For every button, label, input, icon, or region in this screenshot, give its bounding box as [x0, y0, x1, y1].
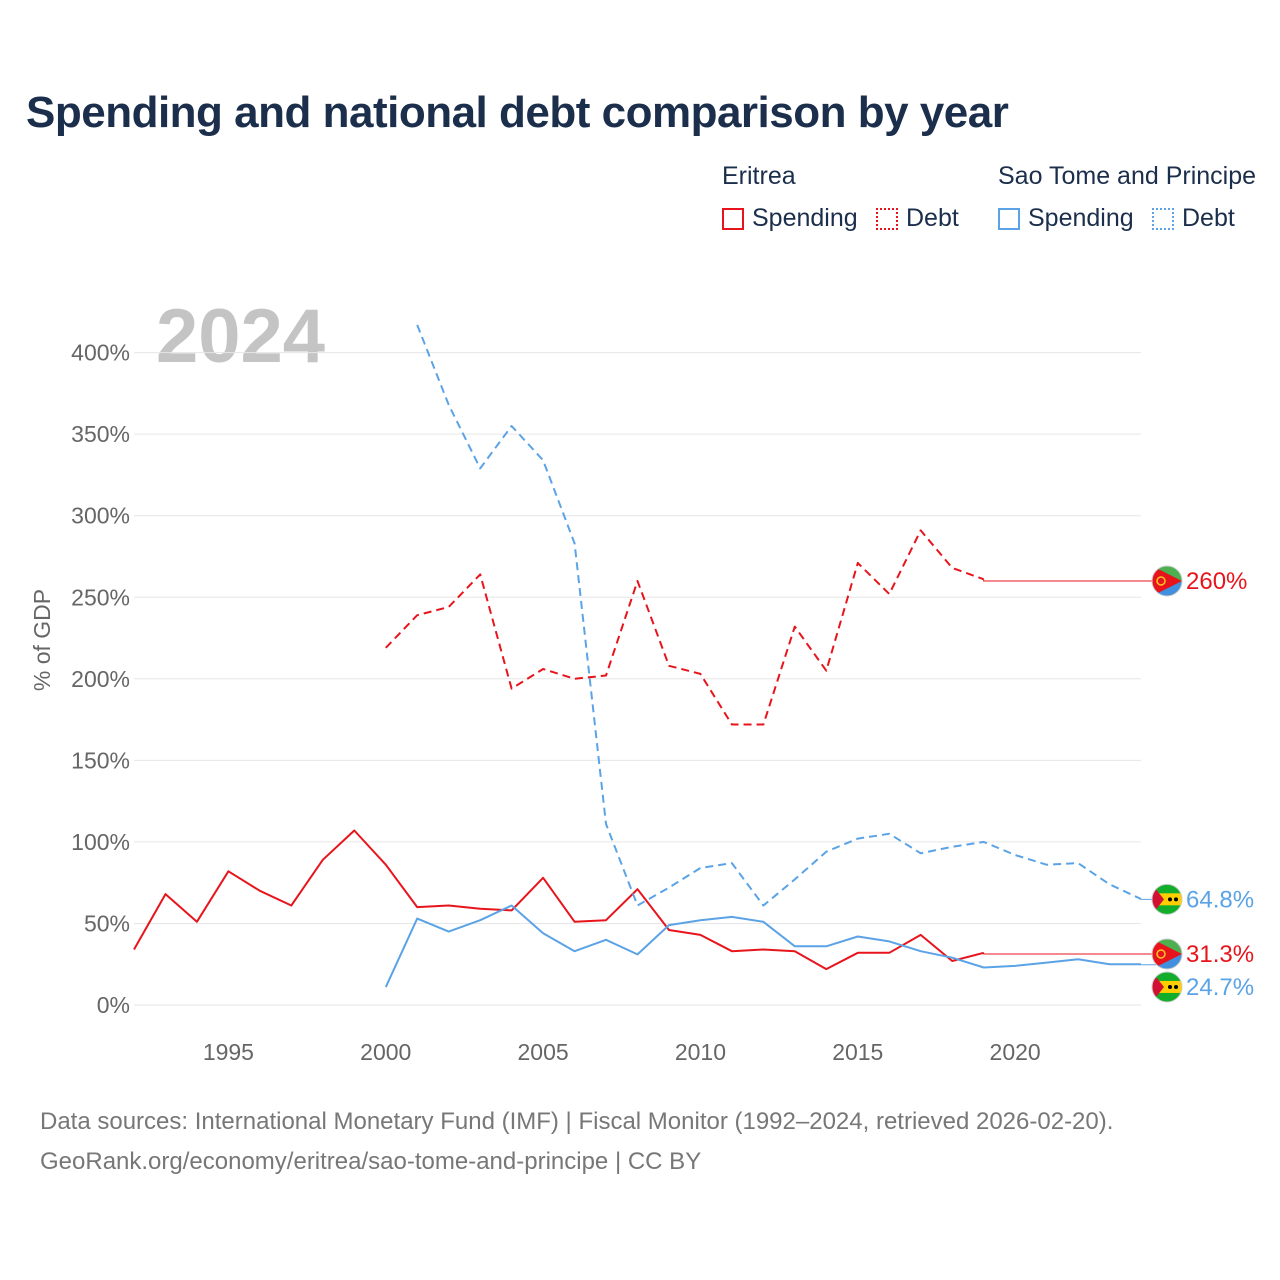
chart-title: Spending and national debt comparison by…: [26, 88, 1009, 137]
legend-label: Debt: [906, 204, 959, 232]
y-tick-label: 400%: [71, 340, 130, 366]
series-line-3: [416, 324, 1142, 907]
y-tick-label: 200%: [71, 666, 130, 692]
end-connector: [983, 952, 1166, 955]
legend-label: Spending: [752, 204, 858, 232]
sao-tome-flag-icon: [1151, 883, 1183, 915]
series-line-2: [384, 904, 1141, 988]
end-value-label: 260%: [1186, 568, 1247, 595]
y-tick-label: 100%: [71, 829, 130, 855]
y-tick-label: 50%: [84, 910, 130, 936]
legend-eritrea-debt[interactable]: Debt: [876, 204, 959, 233]
x-tick-label: 2015: [832, 1039, 883, 1065]
y-tick-label: 250%: [71, 584, 130, 610]
y-tick-label: 150%: [71, 747, 130, 773]
legend-dotted-swatch-icon: [1152, 207, 1174, 230]
year-watermark: 2024: [156, 294, 325, 379]
eritrea-flag-icon: [1151, 565, 1183, 597]
legend-label: Debt: [1182, 204, 1235, 232]
legend-solid-swatch-icon: [998, 207, 1020, 230]
legend-dotted-swatch-icon: [876, 207, 898, 230]
sao-tome-flag-icon: [1151, 971, 1183, 1003]
y-tick-label: 0%: [97, 992, 130, 1018]
x-tick-label: 2010: [675, 1039, 726, 1065]
end-value-label: 64.8%: [1186, 886, 1254, 913]
footer-link[interactable]: GeoRank.org/economy/eritrea/sao-tome-and…: [40, 1148, 702, 1175]
end-value-label: 31.3%: [1186, 941, 1254, 968]
end-connector: [983, 579, 1166, 582]
series-line-1: [385, 529, 985, 726]
legend-eritrea-spending[interactable]: Spending: [722, 204, 858, 233]
series-line-0: [133, 829, 984, 971]
x-tick-label: 2000: [360, 1039, 411, 1065]
legend-sao-tome-spending[interactable]: Spending: [998, 204, 1134, 233]
footer-sources: Data sources: International Monetary Fun…: [40, 1108, 1114, 1135]
legend-sao-tome-debt[interactable]: Debt: [1152, 204, 1235, 233]
x-tick-label: 2020: [990, 1039, 1041, 1065]
legend-group-eritrea: Eritrea: [722, 162, 796, 190]
y-tick-label: 350%: [71, 421, 130, 447]
y-tick-label: 300%: [71, 503, 130, 529]
x-tick-label: 2005: [518, 1039, 569, 1065]
end-value-label: 24.7%: [1186, 974, 1254, 1001]
legend-label: Spending: [1028, 204, 1134, 232]
legend-group-sao-tome: Sao Tome and Principe: [998, 162, 1257, 190]
x-tick-label: 1995: [203, 1039, 254, 1065]
eritrea-flag-icon: [1151, 938, 1183, 970]
y-axis-title: % of GDP: [29, 589, 55, 691]
legend-solid-swatch-icon: [722, 207, 744, 230]
